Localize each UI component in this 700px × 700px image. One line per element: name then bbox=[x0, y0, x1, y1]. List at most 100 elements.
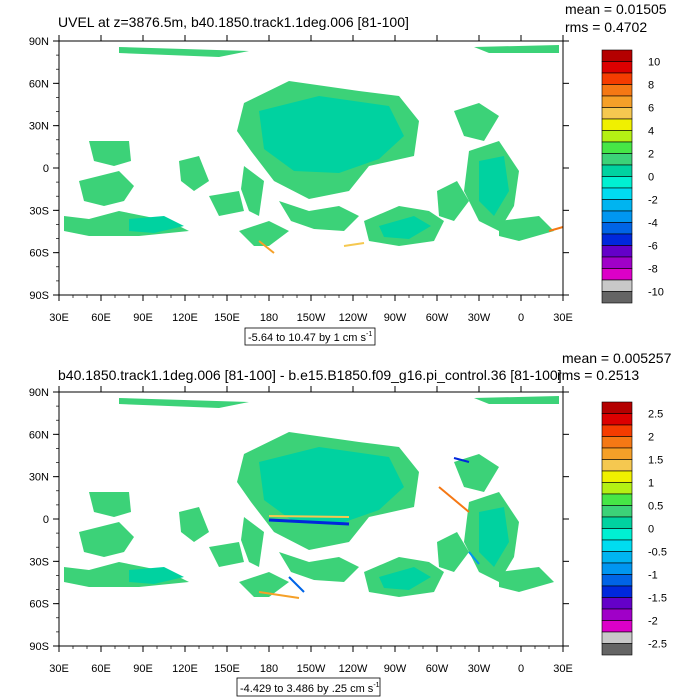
lat-tick-label: 60N bbox=[29, 78, 49, 90]
lon-tick-label: 0 bbox=[518, 663, 524, 675]
panel-2-title: b40.1850.track1.1deg.006 [81-100] - b.e1… bbox=[58, 367, 562, 383]
colorbar-swatch bbox=[601, 176, 633, 189]
colorbar-label: -8 bbox=[648, 264, 658, 276]
lat-tick-label: 30S bbox=[29, 205, 49, 217]
colorbar-label: 2 bbox=[648, 432, 654, 444]
colorbar-swatch bbox=[601, 597, 633, 610]
colorbar-swatch bbox=[601, 130, 633, 143]
colorbar-swatch bbox=[601, 245, 633, 258]
colorbar-swatch bbox=[601, 61, 633, 74]
colorbar-label: 0.5 bbox=[648, 501, 663, 513]
lat-tick-label: 0 bbox=[43, 163, 49, 175]
lon-tick-label: 90E bbox=[133, 663, 153, 675]
lat-tick-label: 90N bbox=[29, 387, 49, 399]
colorbar-swatch bbox=[601, 187, 633, 200]
colorbar-label: 0 bbox=[648, 524, 654, 536]
lon-tick-label: 30E bbox=[553, 312, 573, 324]
panel-2-lat-axis: 90N 60N 30N 0 30S 60S 90S bbox=[29, 387, 569, 653]
colorbar-label: -0.5 bbox=[648, 547, 667, 559]
lon-tick-label: 60E bbox=[91, 312, 111, 324]
colorbar-label: 0 bbox=[648, 172, 654, 184]
panel-2-mean: mean = 0.005257 bbox=[562, 350, 672, 366]
lon-tick-label: 60E bbox=[91, 663, 111, 675]
lat-tick-label: 60N bbox=[29, 429, 49, 441]
colorbar-swatch bbox=[601, 199, 633, 212]
lon-tick-label: 120E bbox=[172, 663, 198, 675]
lon-tick-label: 120E bbox=[172, 312, 198, 324]
colorbar-swatch bbox=[601, 291, 633, 304]
lat-tick-label: 90N bbox=[29, 36, 49, 48]
colorbar-swatch bbox=[601, 574, 633, 587]
panel-1-feature-streak bbox=[343, 242, 365, 247]
colorbar-swatch bbox=[601, 164, 633, 177]
lon-tick-label: 60W bbox=[426, 312, 449, 324]
panel-1-range-label: -5.64 to 10.47 by 1 cm s-1 bbox=[248, 331, 372, 344]
lon-tick-label: 150E bbox=[214, 663, 240, 675]
panel-1-map bbox=[58, 40, 564, 296]
panel-1-feature-streak bbox=[548, 226, 564, 232]
colorbar-swatch bbox=[601, 631, 633, 644]
lat-tick-label: 30S bbox=[29, 556, 49, 568]
panel-2-feature-streak bbox=[268, 518, 350, 526]
lon-tick-label: 180 bbox=[260, 663, 278, 675]
colorbar-label: -2.5 bbox=[648, 639, 667, 651]
colorbar-swatch bbox=[601, 528, 633, 541]
colorbar-swatch bbox=[601, 539, 633, 552]
colorbar-label: -1 bbox=[648, 570, 658, 582]
lon-tick-label: 30W bbox=[468, 312, 491, 324]
panel-2-feature-streak bbox=[438, 486, 470, 513]
colorbar-swatch bbox=[601, 268, 633, 281]
panel-2-range-label: -4.429 to 3.486 by .25 cm s-1 bbox=[240, 682, 380, 695]
colorbar-swatch bbox=[601, 141, 633, 154]
panel-2-lon-axis: 30E 60E 90E 120E 150E 180 150W 120W 90W 60W 30W 0 30… bbox=[49, 386, 573, 675]
lon-tick-label: 60W bbox=[426, 663, 449, 675]
panel-1-mean: mean = 0.01505 bbox=[565, 1, 667, 17]
colorbar-label: 10 bbox=[648, 57, 660, 69]
colorbar-swatch bbox=[601, 482, 633, 495]
colorbar-swatch bbox=[601, 505, 633, 518]
lon-tick-label: 30W bbox=[468, 663, 491, 675]
colorbar-swatch bbox=[601, 551, 633, 564]
lon-tick-label: 30E bbox=[49, 312, 69, 324]
lat-tick-label: 30N bbox=[29, 121, 49, 133]
colorbar-swatch bbox=[601, 84, 633, 97]
panel-2-feature-streak bbox=[468, 551, 480, 565]
lon-tick-label: 150E bbox=[214, 312, 240, 324]
colorbar-swatch bbox=[601, 413, 633, 426]
panel-1: UVEL at z=3876.5m, b40.1850.track1.1deg.… bbox=[29, 1, 667, 346]
lon-tick-label: 150W bbox=[297, 312, 326, 324]
colorbar-label: -2 bbox=[648, 616, 658, 628]
lat-tick-label: 30N bbox=[29, 472, 49, 484]
colorbar-swatch bbox=[601, 49, 633, 62]
colorbar-swatch bbox=[601, 118, 633, 131]
lon-tick-label: 120W bbox=[339, 312, 368, 324]
colorbar-swatch bbox=[601, 459, 633, 472]
lat-tick-label: 60S bbox=[29, 248, 49, 260]
colorbar-swatch bbox=[601, 643, 633, 656]
lat-tick-label: 90S bbox=[29, 641, 49, 653]
panel-2-colorbar: 2.5 2 1.5 1 0.5 0 -0.5 -1 -1.5 -2 -2.5 bbox=[601, 401, 667, 656]
colorbar-label: 8 bbox=[648, 80, 654, 92]
lon-tick-label: 30E bbox=[553, 663, 573, 675]
colorbar-swatch bbox=[601, 436, 633, 449]
colorbar-swatch bbox=[601, 562, 633, 575]
colorbar-label: 4 bbox=[648, 126, 654, 138]
lon-tick-label: 0 bbox=[518, 312, 524, 324]
colorbar-label: 1.5 bbox=[648, 455, 663, 467]
panel-2-map bbox=[58, 391, 564, 647]
panel-1-range-box: -5.64 to 10.47 by 1 cm s-1 bbox=[244, 327, 376, 346]
colorbar-label: -6 bbox=[648, 241, 658, 253]
colorbar-swatch bbox=[601, 493, 633, 506]
colorbar-swatch bbox=[601, 608, 633, 621]
lat-tick-label: 0 bbox=[43, 514, 49, 526]
colorbar-swatch bbox=[601, 107, 633, 120]
panel-1-feature-streak bbox=[258, 240, 275, 254]
colorbar-label: 1 bbox=[648, 478, 654, 490]
colorbar-label: -1.5 bbox=[648, 593, 667, 605]
colorbar-label: -4 bbox=[648, 218, 658, 230]
panel-1-title: UVEL at z=3876.5m, b40.1850.track1.1deg.… bbox=[58, 14, 409, 30]
lon-tick-label: 90W bbox=[384, 312, 407, 324]
colorbar-swatch bbox=[601, 620, 633, 633]
colorbar-swatch bbox=[601, 222, 633, 235]
